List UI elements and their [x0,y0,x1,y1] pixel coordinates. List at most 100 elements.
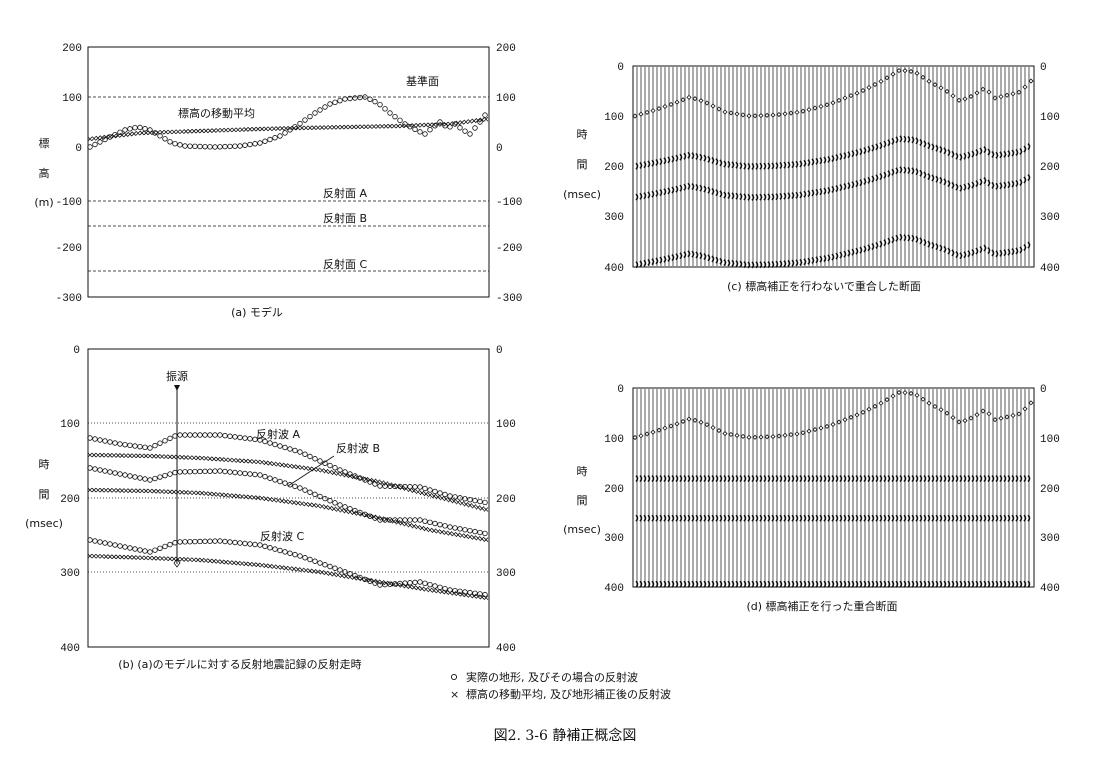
reflection-wavelet [771,162,775,170]
reflection-wavelet [787,259,791,267]
reflection-wavelet [991,150,995,159]
wave-a-point [172,433,178,439]
wave-b-point [102,468,108,474]
wave-c-corrected-point [267,563,273,569]
legend-cross-text: 標高の移動平均, 及び地形補正後の反射波 [466,687,671,701]
reflection-wavelet [831,185,835,194]
wave-a-point [132,443,138,449]
wave-c-corrected-point [91,553,97,559]
topography-diamond [818,103,824,109]
reflection-wavelet [891,514,895,522]
moving-average-point [479,117,485,123]
topography-diamond [968,93,974,99]
panel-a-tick-left: -200 [56,243,82,255]
topography-diamond [938,407,944,413]
reflection-wavelet [979,580,983,588]
wave-b-corrected-point [423,526,429,532]
reflection-wavelet [967,182,971,190]
topography-diamond [902,68,908,74]
wave-c-corrected-point [239,561,245,566]
reflection-wavelet [879,142,883,150]
reflection-wavelet [643,514,647,522]
reflection-wavelet [1003,249,1007,257]
wave-c-corrected-point [407,584,413,590]
wave-b-corrected-point [335,507,341,512]
wave-b-corrected-point [271,497,277,503]
moving-average-point [367,124,373,129]
wave-b-point [322,495,328,502]
wave-b-corrected-point [467,534,473,540]
wave-a-point [242,435,248,441]
wave-b-corrected-point [171,489,177,495]
reflection-wavelet [927,580,931,588]
topography-diamond [842,95,848,101]
wave-c-corrected-point [395,582,401,588]
reflection-wavelet [751,514,755,522]
wave-b-corrected-point [451,531,457,537]
moving-average-point [135,130,141,136]
panel-a-ytitle-3: (m) [34,196,53,209]
reflection-wavelet [811,189,815,197]
moving-average-point [303,125,309,131]
wave-b-corrected-point [483,537,489,542]
reflection-wavelet [927,514,931,522]
wave-a-corrected-point [127,453,133,458]
reflection-wavelet [1019,178,1023,186]
reflection-wavelet [915,514,919,522]
moving-average-point [463,119,469,125]
wave-a-corrected-point [215,456,221,462]
wave-a-point [342,469,348,475]
topography-diamond [992,417,998,423]
reflection-wavelet [811,514,815,522]
topography-diamond [746,113,752,119]
reflection-wavelet [863,245,867,253]
reflection-wavelet [975,179,979,188]
reflection-wavelet [931,174,935,182]
reflection-wavelet [975,580,979,588]
wave-c-corrected-point [371,578,377,584]
wave-a-corrected-point [439,495,445,501]
wave-c-corrected-point [307,568,313,574]
reflection-wavelet [795,160,799,168]
wave-c-corrected-point [291,566,297,572]
reflection-wavelet [795,514,799,522]
moving-average-point [263,126,269,132]
reflection-wavelet [723,160,727,168]
moving-average-point [171,129,177,135]
moving-average-point [139,130,145,136]
wave-b-point [142,476,148,482]
terrain-point [327,101,333,107]
reflection-wavelet [875,143,879,151]
reflection-wavelet [695,183,699,191]
reflection-wavelet [739,260,743,268]
wave-c-point [417,579,423,585]
wave-a-corrected-point [343,472,349,478]
terrain-point [477,119,483,125]
reflection-wavelet [883,239,887,247]
reflection-wavelet [783,580,787,588]
wave-b-corrected-point [187,490,193,495]
wave-b-corrected-point [455,532,461,538]
reflection-wavelet [779,161,783,170]
wave-a-point [202,432,208,438]
wave-b-corrected-point [447,531,453,536]
wave-b-corrected-point [327,505,333,511]
reflection-wavelet [663,474,667,483]
reflection-wavelet [791,514,795,522]
reflection-wavelet [883,171,887,179]
wave-b-corrected-point [259,495,265,501]
moving-average-point [299,125,305,131]
reflection-wavelet [911,167,915,175]
reflection-wavelet [1019,246,1023,254]
wave-a-corrected-point [131,453,137,459]
wave-a-corrected-point [155,454,161,459]
moving-average-point [387,123,393,129]
wave-a-corrected-point [179,454,185,460]
reflection-wavelet [659,189,663,197]
wave-c-corrected-point [135,555,141,560]
moving-average-point [335,124,341,130]
wave-b-corrected-point [219,492,225,498]
wave-b-corrected-point [183,490,189,495]
moving-average-point [319,125,325,130]
wave-c-corrected-point [315,569,321,575]
